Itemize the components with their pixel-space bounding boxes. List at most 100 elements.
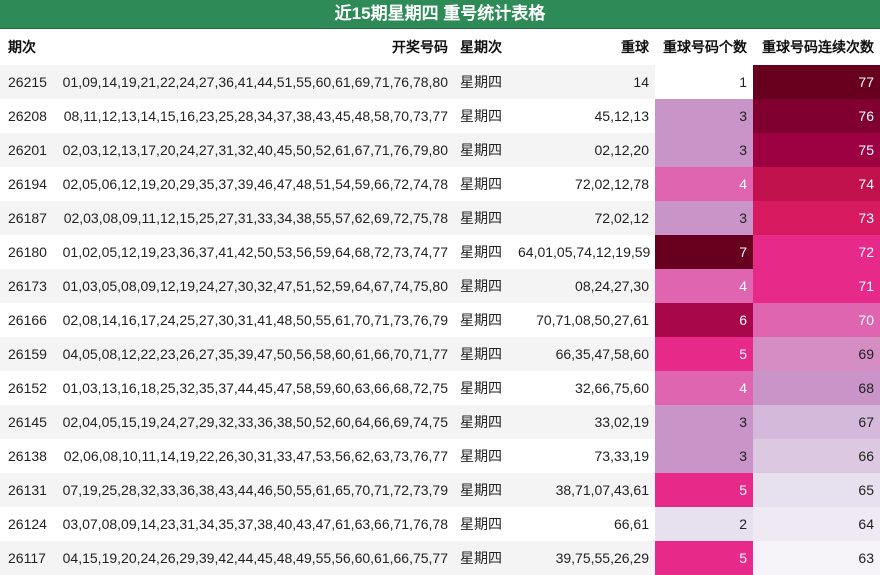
cell-numbers: 08,11,12,13,14,15,16,23,25,28,34,37,38,4…: [52, 99, 454, 133]
cell-repeat: 66,35,47,58,60: [512, 337, 655, 371]
cell-weekday: 星期四: [454, 201, 512, 235]
cell-streak: 68: [753, 371, 880, 405]
table-row: 26180 01,02,05,12,19,23,36,37,41,42,50,53…: [0, 235, 880, 269]
cell-streak: 76: [753, 99, 880, 133]
cell-period: 26138: [0, 439, 52, 473]
table-row: 26201 02,03,12,13,17,20,24,27,31,32,40,45…: [0, 133, 880, 167]
cell-weekday: 星期四: [454, 65, 512, 99]
cell-repeat: 73,33,19: [512, 439, 655, 473]
cell-streak: 72: [753, 235, 880, 269]
table-row: 26138 02,06,08,10,11,14,19,22,26,30,31,33…: [0, 439, 880, 473]
cell-count: 4: [655, 167, 753, 201]
cell-repeat: 14: [512, 65, 655, 99]
cell-weekday: 星期四: [454, 133, 512, 167]
header-period: 期次: [0, 29, 52, 65]
cell-numbers: 01,02,05,12,19,23,36,37,41,42,50,53,56,5…: [52, 235, 454, 269]
cell-repeat: 64,01,05,74,12,19,59: [512, 235, 655, 269]
cell-period: 26194: [0, 167, 52, 201]
cell-weekday: 星期四: [454, 167, 512, 201]
cell-period: 26117: [0, 541, 52, 575]
cell-count: 5: [655, 541, 753, 575]
cell-count: 4: [655, 269, 753, 303]
cell-streak: 74: [753, 167, 880, 201]
cell-period: 26152: [0, 371, 52, 405]
cell-period: 26208: [0, 99, 52, 133]
cell-weekday: 星期四: [454, 303, 512, 337]
table-row: 26131 07,19,25,28,32,33,36,38,43,44,46,50…: [0, 473, 880, 507]
cell-repeat: 72,02,12,78: [512, 167, 655, 201]
cell-period: 26187: [0, 201, 52, 235]
cell-numbers: 02,03,08,09,11,12,15,25,27,31,33,34,38,5…: [52, 201, 454, 235]
cell-period: 26201: [0, 133, 52, 167]
cell-numbers: 01,03,13,16,18,25,32,35,37,44,45,47,58,5…: [52, 371, 454, 405]
cell-repeat: 66,61: [512, 507, 655, 541]
cell-weekday: 星期四: [454, 405, 512, 439]
cell-weekday: 星期四: [454, 337, 512, 371]
table-row: 26173 01,03,05,08,09,12,19,24,27,30,32,47…: [0, 269, 880, 303]
cell-weekday: 星期四: [454, 507, 512, 541]
cell-repeat: 38,71,07,43,61: [512, 473, 655, 507]
cell-count: 2: [655, 507, 753, 541]
cell-count: 4: [655, 371, 753, 405]
table-row: 26152 01,03,13,16,18,25,32,35,37,44,45,47…: [0, 371, 880, 405]
cell-streak: 66: [753, 439, 880, 473]
cell-streak: 69: [753, 337, 880, 371]
cell-count: 3: [655, 201, 753, 235]
table-row: 26145 02,04,05,15,19,24,27,29,32,33,36,38…: [0, 405, 880, 439]
cell-count: 3: [655, 405, 753, 439]
cell-numbers: 02,06,08,10,11,14,19,22,26,30,31,33,47,5…: [52, 439, 454, 473]
header-count: 重球号码个数: [655, 29, 753, 65]
cell-weekday: 星期四: [454, 235, 512, 269]
cell-period: 26124: [0, 507, 52, 541]
cell-period: 26159: [0, 337, 52, 371]
cell-repeat: 02,12,20: [512, 133, 655, 167]
table-body: 26215 01,09,14,19,21,22,24,27,36,41,44,51…: [0, 65, 880, 575]
cell-streak: 73: [753, 201, 880, 235]
cell-streak: 77: [753, 65, 880, 99]
cell-streak: 64: [753, 507, 880, 541]
cell-period: 26180: [0, 235, 52, 269]
cell-numbers: 02,05,06,12,19,20,29,35,37,39,46,47,48,5…: [52, 167, 454, 201]
cell-count: 3: [655, 133, 753, 167]
table-row: 26187 02,03,08,09,11,12,15,25,27,31,33,34…: [0, 201, 880, 235]
cell-numbers: 01,03,05,08,09,12,19,24,27,30,32,47,51,5…: [52, 269, 454, 303]
cell-streak: 71: [753, 269, 880, 303]
cell-repeat: 39,75,55,26,29: [512, 541, 655, 575]
cell-period: 26215: [0, 65, 52, 99]
cell-repeat: 08,24,27,30: [512, 269, 655, 303]
cell-weekday: 星期四: [454, 473, 512, 507]
cell-numbers: 04,15,19,20,24,26,29,39,42,44,45,48,49,5…: [52, 541, 454, 575]
repeat-stats-table: 期次 开奖号码 星期次 重球 重球号码个数 重球号码连续次数 26215 01,0…: [0, 29, 880, 575]
cell-count: 7: [655, 235, 753, 269]
header-weekday: 星期次: [454, 29, 512, 65]
table-title: 近15期星期四 重号统计表格: [0, 0, 880, 29]
cell-numbers: 01,09,14,19,21,22,24,27,36,41,44,51,55,6…: [52, 65, 454, 99]
cell-weekday: 星期四: [454, 541, 512, 575]
cell-repeat: 32,66,75,60: [512, 371, 655, 405]
header-numbers: 开奖号码: [52, 29, 454, 65]
cell-count: 1: [655, 65, 753, 99]
cell-weekday: 星期四: [454, 439, 512, 473]
cell-period: 26131: [0, 473, 52, 507]
cell-period: 26145: [0, 405, 52, 439]
cell-repeat: 33,02,19: [512, 405, 655, 439]
table-row: 26215 01,09,14,19,21,22,24,27,36,41,44,51…: [0, 65, 880, 99]
cell-weekday: 星期四: [454, 371, 512, 405]
cell-streak: 65: [753, 473, 880, 507]
cell-streak: 63: [753, 541, 880, 575]
cell-period: 26173: [0, 269, 52, 303]
cell-repeat: 70,71,08,50,27,61: [512, 303, 655, 337]
cell-numbers: 03,07,08,09,14,23,31,34,35,37,38,40,43,4…: [52, 507, 454, 541]
cell-streak: 75: [753, 133, 880, 167]
cell-count: 3: [655, 99, 753, 133]
cell-weekday: 星期四: [454, 99, 512, 133]
cell-count: 5: [655, 473, 753, 507]
cell-repeat: 45,12,13: [512, 99, 655, 133]
cell-count: 6: [655, 303, 753, 337]
table-row: 26159 04,05,08,12,22,23,26,27,35,39,47,50…: [0, 337, 880, 371]
header-repeat: 重球: [512, 29, 655, 65]
table-row: 26194 02,05,06,12,19,20,29,35,37,39,46,47…: [0, 167, 880, 201]
table-row: 26117 04,15,19,20,24,26,29,39,42,44,45,48…: [0, 541, 880, 575]
cell-period: 26166: [0, 303, 52, 337]
cell-numbers: 02,08,14,16,17,24,25,27,30,31,41,48,50,5…: [52, 303, 454, 337]
